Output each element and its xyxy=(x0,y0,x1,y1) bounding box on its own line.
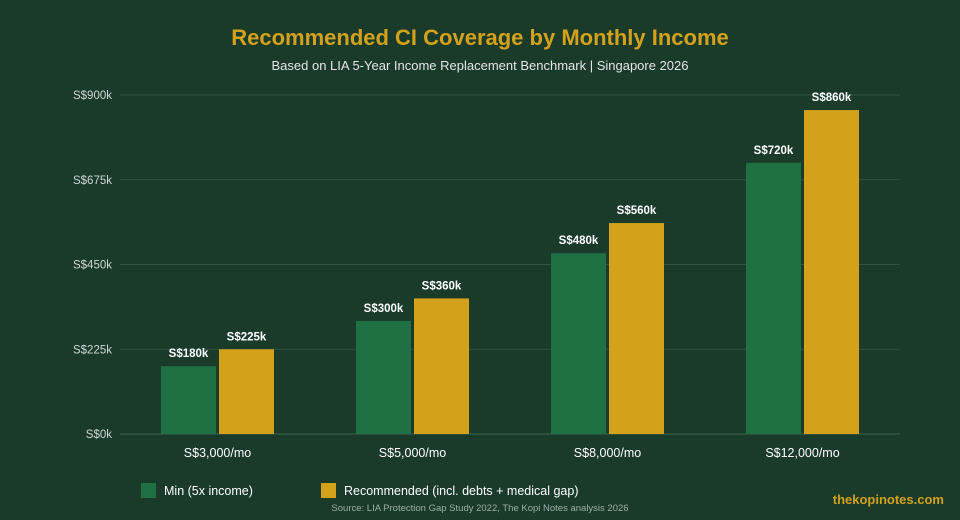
legend-swatch-min xyxy=(141,483,156,498)
bar-recommended xyxy=(219,349,274,434)
bar-recommended xyxy=(609,223,664,434)
bar-min xyxy=(161,366,216,434)
bar-min xyxy=(356,321,411,434)
brand-watermark: thekopinotes.com xyxy=(833,492,944,507)
data-label: S$480k xyxy=(559,235,599,247)
data-label: S$225k xyxy=(227,331,267,343)
chart-subtitle: Based on LIA 5-Year Income Replacement B… xyxy=(272,58,689,73)
data-label: S$860k xyxy=(812,92,852,104)
x-category-label: S$5,000/mo xyxy=(379,446,446,460)
legend-swatch-recommended xyxy=(321,483,336,498)
bar-recommended xyxy=(414,298,469,434)
x-category-label: S$12,000/mo xyxy=(765,446,839,460)
bar-min xyxy=(746,162,801,435)
y-tick-label: S$900k xyxy=(73,90,112,102)
data-label: S$720k xyxy=(754,145,794,157)
data-labels: S$180k S$225k S$300k S$360k S$480k S$560k S$72… xyxy=(169,92,852,360)
y-tick-label: S$0k xyxy=(86,429,112,441)
data-label: S$180k xyxy=(169,348,209,360)
legend-label-recommended: Recommended (incl. debts + medical gap) xyxy=(344,484,579,498)
x-category-label: S$8,000/mo xyxy=(574,446,641,460)
y-axis-ticks: S$0k S$225k S$450k S$675k S$900k xyxy=(73,90,112,441)
x-axis-categories: S$3,000/mo S$5,000/mo S$8,000/mo S$12,000/m… xyxy=(184,446,840,460)
bar-min xyxy=(551,253,606,434)
x-category-label: S$3,000/mo xyxy=(184,446,251,460)
bar-recommended xyxy=(804,110,859,435)
bars xyxy=(161,110,859,435)
legend: Min (5x income) Recommended (incl. debts… xyxy=(141,483,579,498)
y-tick-label: S$225k xyxy=(73,344,112,356)
y-tick-label: S$450k xyxy=(73,260,112,272)
legend-label-min: Min (5x income) xyxy=(164,484,253,498)
data-label: S$360k xyxy=(422,280,462,292)
data-label: S$300k xyxy=(364,303,404,315)
chart-title: Recommended CI Coverage by Monthly Incom… xyxy=(231,25,729,50)
data-label: S$560k xyxy=(617,205,657,217)
source-note: Source: LIA Protection Gap Study 2022, T… xyxy=(331,503,628,514)
y-tick-label: S$675k xyxy=(73,175,112,187)
